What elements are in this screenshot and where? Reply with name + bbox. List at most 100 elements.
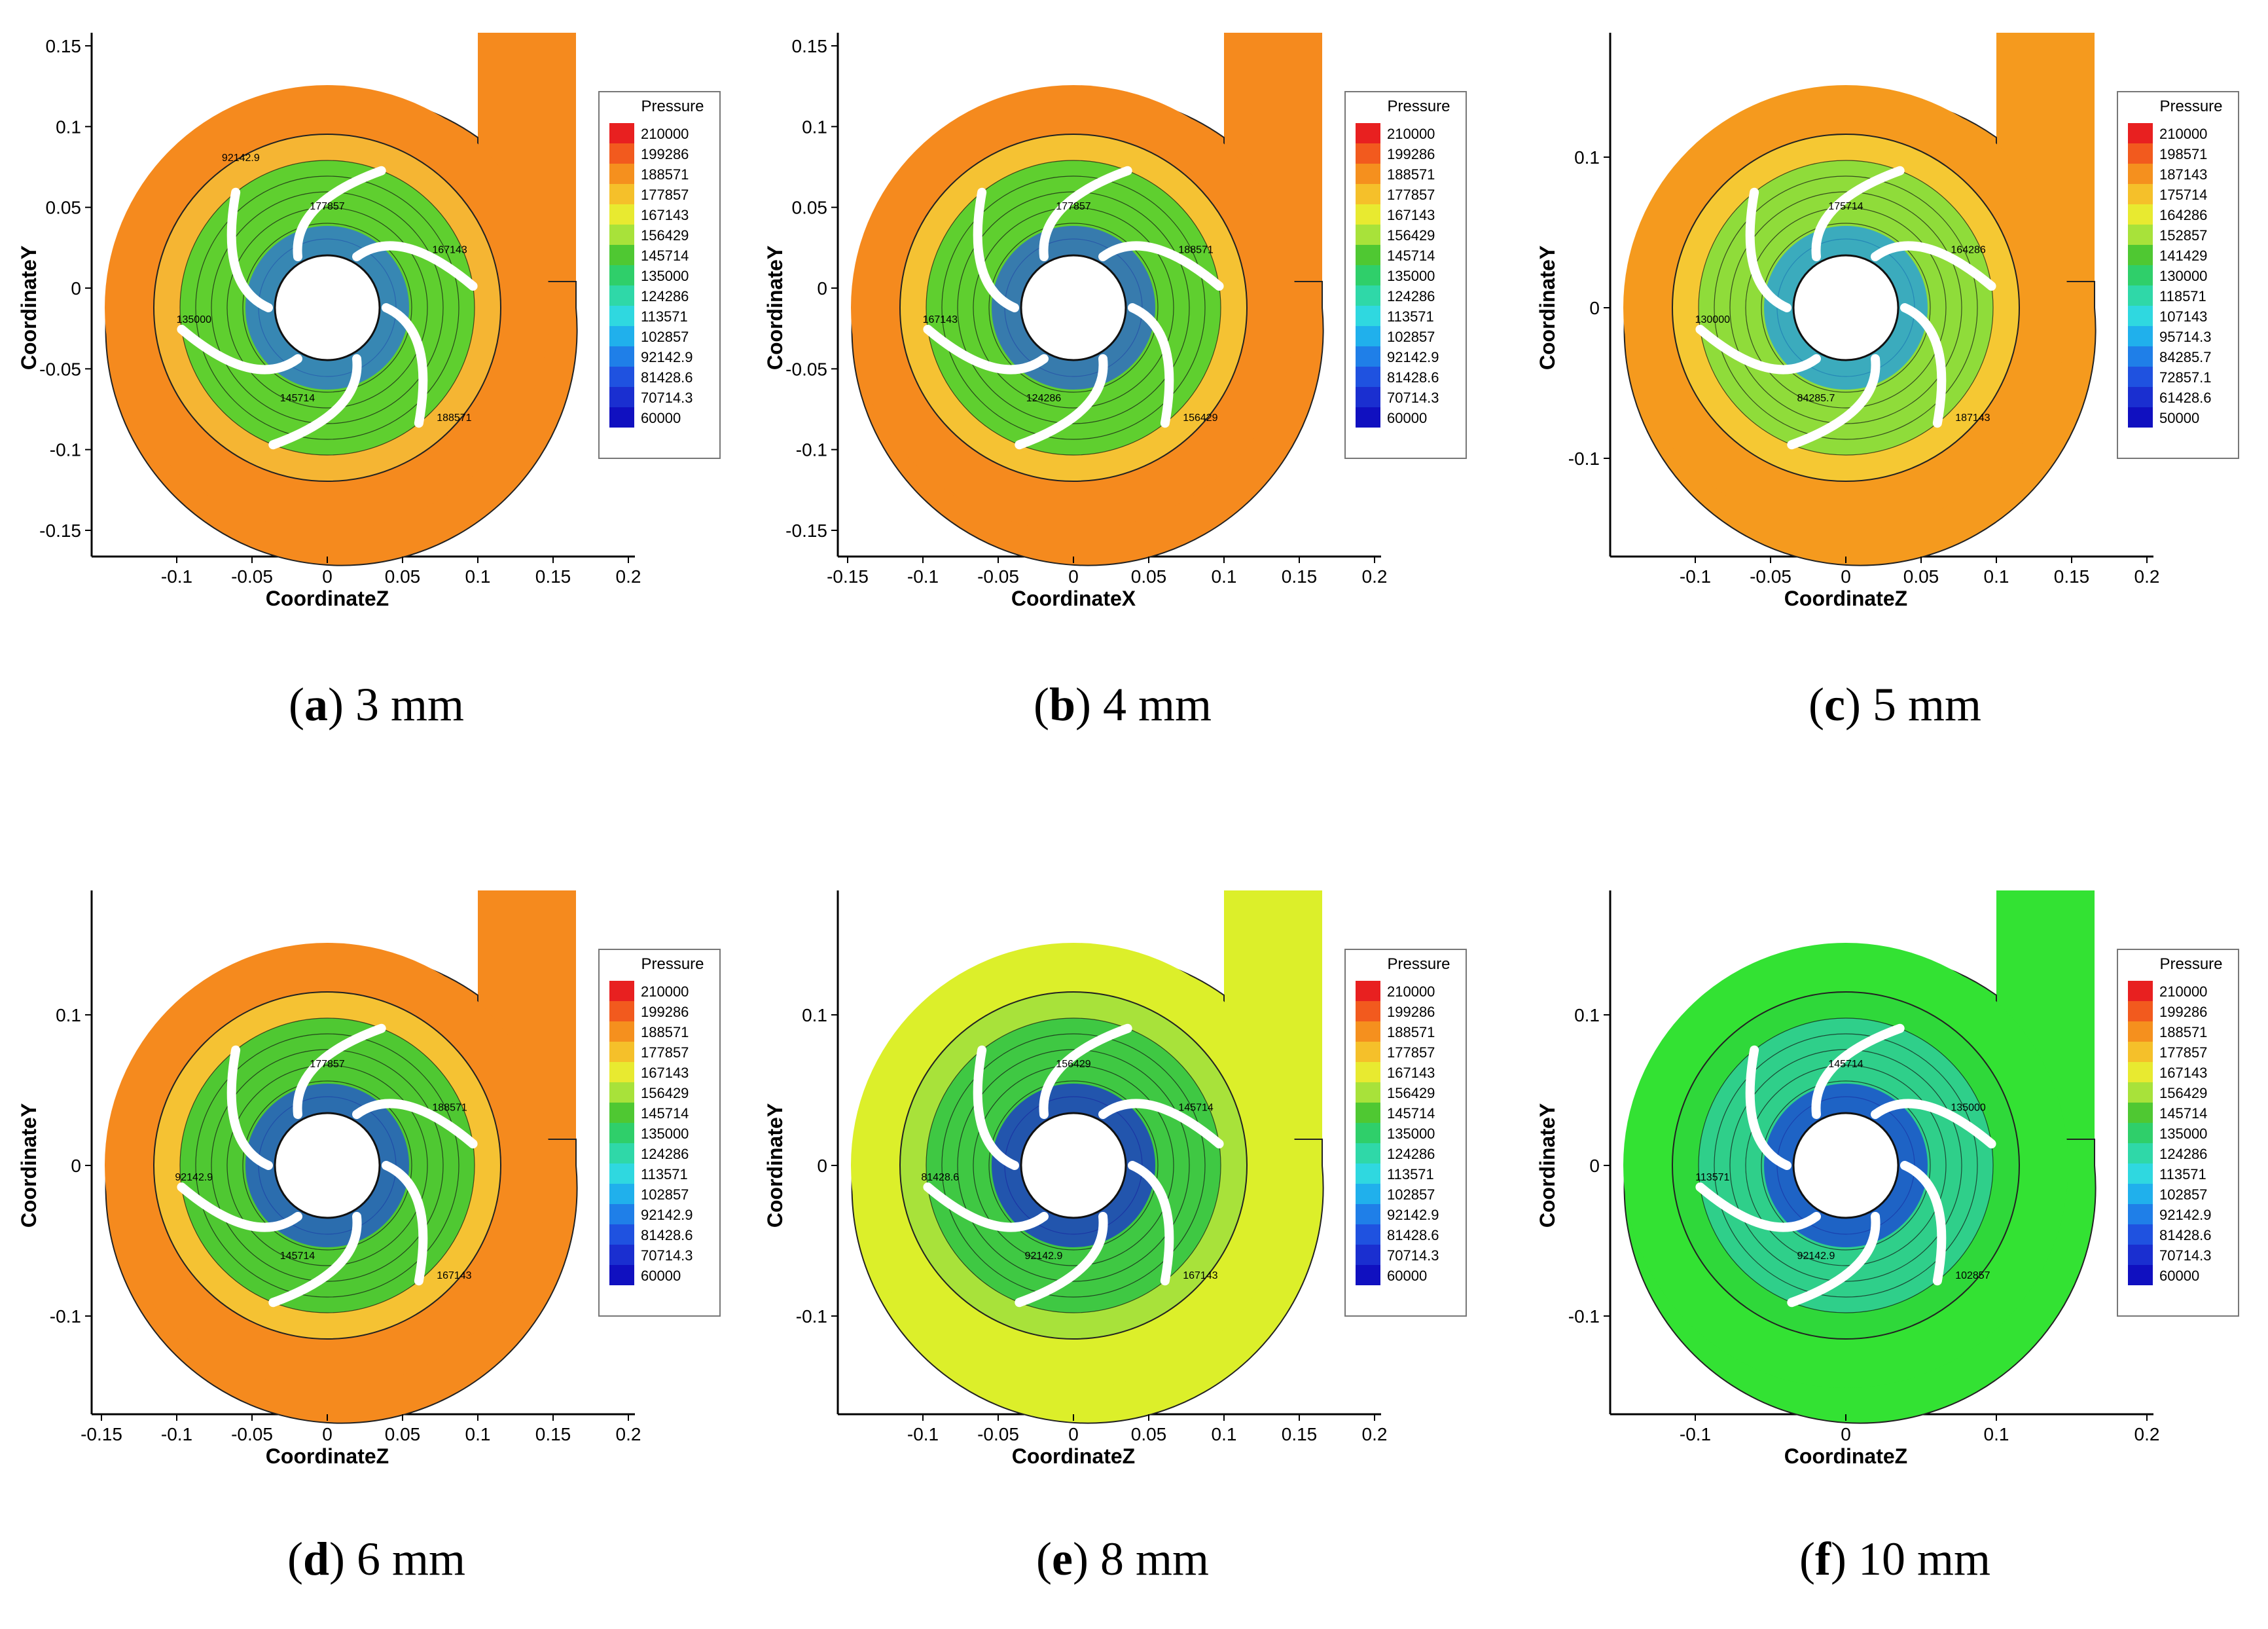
legend-swatch: [609, 367, 634, 387]
legend-swatch: [2128, 1062, 2153, 1082]
legend-value: 188571: [641, 166, 689, 183]
contour-label: 92142.9: [1025, 1251, 1063, 1262]
legend-swatch: [2128, 387, 2153, 407]
x-tick-label: 0.15: [2054, 566, 2090, 587]
legend-value: 135000: [641, 268, 689, 284]
contour-line: [242, 223, 412, 393]
panel-e: 156429 145714 167143 92142.9 81428.6 0.1 0 -0.1…: [759, 877, 1486, 1468]
y-tick-label: 0.05: [46, 198, 82, 218]
contour-line: [211, 191, 444, 424]
legend: Pressure 210000 199286 188571 177857 167143 15…: [598, 949, 721, 1317]
legend-title: Pressure: [641, 955, 704, 973]
legend-value: 95714.3: [2159, 329, 2212, 345]
legend-swatch: [609, 1103, 634, 1123]
legend-swatch: [2128, 1103, 2153, 1123]
legend-swatch: [1356, 1163, 1380, 1184]
contour-label: 156429: [1183, 412, 1217, 424]
legend-swatch: [2128, 981, 2153, 1001]
y-tick-label: -0.05: [39, 359, 81, 379]
x-tick-label: 0: [322, 1424, 333, 1444]
legend-swatch: [1356, 1082, 1380, 1103]
legend-swatch: [2128, 367, 2153, 387]
caption-text: 10 mm: [1858, 1533, 1990, 1585]
caption-d: (d) 6 mm: [287, 1533, 466, 1585]
contour-label: 145714: [280, 393, 315, 404]
contour-line: [195, 175, 459, 440]
x-tick-label: 0.1: [1984, 566, 2009, 587]
contour-label: 92142.9: [175, 1172, 213, 1183]
caption-e: (e) 8 mm: [1036, 1533, 1209, 1585]
legend-swatch: [2128, 1021, 2153, 1042]
legend-swatch: [609, 1204, 634, 1224]
legend-value: 210000: [2159, 126, 2207, 142]
legend-swatch: [609, 326, 634, 346]
y-tick-label: 0.1: [56, 1005, 81, 1025]
impeller-blade: [1039, 166, 1132, 262]
y-tick-label: -0.1: [796, 1306, 827, 1327]
legend: Pressure 210000 199286 188571 177857 167143 15…: [1344, 91, 1467, 459]
legend-swatch: [1356, 1245, 1380, 1265]
legend-swatch: [2128, 164, 2153, 184]
legend-value: 175714: [2159, 187, 2207, 203]
legend-value: 60000: [641, 410, 681, 426]
x-tick-label: -0.05: [1750, 566, 1791, 587]
panel-a: 177857 167143 188571 145714 135000 92142.9 0.1…: [13, 20, 740, 610]
impeller-blade: [352, 241, 478, 291]
y-axis-title: CoordinateY: [1536, 246, 1559, 370]
contour-label: 92142.9: [1797, 1251, 1835, 1262]
impeller-blade: [1015, 354, 1108, 450]
impeller-blade: [973, 187, 1019, 312]
impeller-blade: [1745, 187, 1791, 312]
legend-value: 102857: [641, 329, 689, 345]
legend-swatch: [2128, 1123, 2153, 1143]
legend-value: 81428.6: [1387, 1227, 1439, 1243]
legend-value: 135000: [641, 1126, 689, 1142]
legend-swatch: [2128, 407, 2153, 428]
plot-e: 156429 145714 167143 92142.9 81428.6 0.1 0 -0.1…: [763, 890, 1467, 1468]
x-tick-label: 0.05: [1903, 566, 1939, 587]
legend-swatch: [1356, 265, 1380, 285]
impeller-blade: [1900, 1161, 1947, 1286]
impeller-blade: [1745, 1045, 1791, 1170]
legend-swatch: [2128, 265, 2153, 285]
caption-b: (b) 4 mm: [1033, 678, 1212, 731]
legend-swatch: [2128, 285, 2153, 306]
legend-value: 188571: [641, 1024, 689, 1040]
y-tick-label: 0: [1589, 298, 1600, 318]
legend: Pressure 210000 199286 188571 177857 167143 15…: [598, 91, 721, 459]
impeller-blade: [226, 1045, 273, 1170]
impeller-eye: [274, 254, 381, 361]
legend-value: 210000: [1387, 126, 1435, 142]
legend-value: 167143: [1387, 207, 1435, 223]
x-tick-label: 0.05: [1131, 566, 1167, 587]
legend-value: 210000: [2159, 983, 2207, 1000]
legend-value: 118571: [2159, 288, 2206, 304]
impeller-blade: [226, 187, 273, 312]
legend-value: 113571: [1387, 1166, 1434, 1182]
impeller-blade: [1787, 1211, 1881, 1308]
y-tick-label: -0.15: [39, 521, 81, 541]
contour-line: [941, 1033, 1206, 1298]
impeller-blade: [293, 166, 386, 262]
legend-swatch: [2128, 1224, 2153, 1245]
legend-value: 102857: [641, 1186, 689, 1203]
legend-swatch: [2128, 1163, 2153, 1184]
legend-swatch: [2128, 1204, 2153, 1224]
x-axis-title: CoordinateZ: [1012, 1444, 1135, 1468]
legend-value: 167143: [1387, 1065, 1435, 1081]
impeller-blade: [1098, 241, 1224, 291]
legend-value: 177857: [641, 187, 689, 203]
plot-f: 145714 135000 102857 92142.9 113571 0.1 0 -0.1 -…: [1536, 890, 2239, 1468]
impeller-blade: [1811, 1023, 1905, 1120]
legend-value: 107143: [2159, 308, 2207, 325]
legend-swatch: [609, 245, 634, 265]
legend-value: 145714: [2159, 1105, 2207, 1122]
legend-value: 102857: [1387, 329, 1435, 345]
legend-value: 145714: [1387, 1105, 1435, 1122]
legend-swatch: [1356, 1143, 1380, 1163]
contour-line: [226, 207, 428, 409]
x-tick-label: 0.2: [2134, 566, 2160, 587]
impeller-blade: [177, 1182, 302, 1232]
legend-swatch: [609, 285, 634, 306]
legend-value: 187143: [2159, 166, 2207, 183]
